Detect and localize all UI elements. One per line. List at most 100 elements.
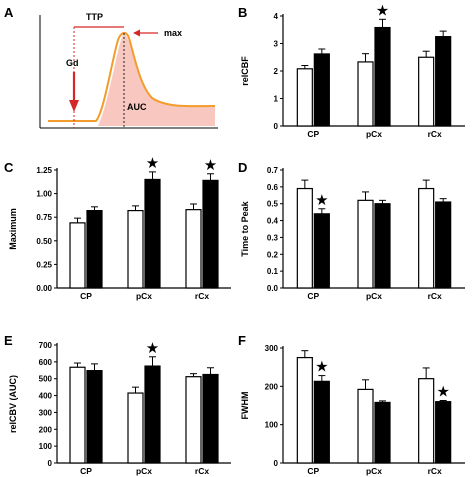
y-tick-label: 1.00: [36, 190, 52, 199]
panel-c-maximum-chart: 0.00 0.25 0.50 0.75 1.00 1.25 Maximum CP ★ pCx ★ rC…: [8, 154, 231, 301]
y-tick-label: 0.00: [36, 284, 52, 293]
y-tick-label: 300: [265, 344, 279, 353]
bar-open: [296, 68, 313, 127]
category-label: pCx: [366, 129, 382, 139]
auc-label: AUC: [127, 102, 147, 112]
panel-letter-a: A: [4, 5, 14, 20]
panel-letter-e: E: [4, 333, 13, 348]
bar-open: [69, 222, 86, 289]
y-tick-label: 0: [274, 459, 279, 468]
bar-open: [185, 376, 202, 464]
category-label: pCx: [136, 466, 152, 476]
category-label: rCx: [195, 291, 209, 301]
panel-f-fwhm-chart: 0 100 200 300 FWHM ★ CP pCx ★ rCx: [240, 344, 465, 476]
significance-star: ★: [436, 383, 449, 401]
y-tick-label: 0.7: [267, 166, 279, 175]
y-tick-label: 0.6: [267, 183, 279, 192]
panel-letter-c: C: [4, 160, 14, 175]
bar-filled: [435, 401, 452, 464]
significance-star: ★: [315, 358, 328, 376]
bar-open: [418, 378, 435, 464]
y-tick-label: 0.5: [267, 200, 279, 209]
category-label: pCx: [136, 291, 152, 301]
panel-letter-d: D: [238, 160, 247, 175]
y-tick-label: 400: [39, 392, 53, 401]
panel-a-curve-schematic: TTP max Gd AUC: [39, 12, 218, 129]
y-tick-label: 200: [39, 425, 53, 434]
significance-star: ★: [315, 191, 328, 209]
panel-e-relcbv-chart: 0 100 200 300 400 500 600 700 relCBV (AUC) CP ★ pCx…: [8, 339, 231, 476]
significance-star: ★: [146, 339, 159, 357]
y-tick-label: 0.1: [267, 267, 279, 276]
category-label: pCx: [366, 466, 382, 476]
category-label: CP: [80, 291, 92, 301]
category-label: rCx: [428, 129, 442, 139]
gd-label: Gd: [66, 58, 79, 68]
panel-d-time-to-peak-chart: 0.0 0.1 0.2 0.3 0.4 0.5 0.6 0.7 Time to Peak ★ CP p…: [240, 166, 465, 301]
y-tick-label: 0.3: [267, 233, 279, 242]
category-label: CP: [307, 291, 319, 301]
y-tick-label: 0.25: [36, 260, 52, 269]
category-label: rCx: [428, 466, 442, 476]
y-axis-label: relCBF: [240, 56, 250, 86]
y-axis-label: Time to Peak: [240, 200, 250, 256]
category-label: CP: [307, 129, 319, 139]
bar-filled: [374, 401, 391, 464]
bar-filled: [86, 209, 103, 289]
y-tick-label: 100: [39, 442, 53, 451]
significance-star: ★: [146, 154, 159, 172]
y-tick-label: 0.50: [36, 237, 52, 246]
y-tick-label: 0.0: [267, 284, 279, 293]
y-tick-label: 1: [274, 95, 279, 104]
bar-filled: [144, 365, 161, 464]
bar-open: [357, 388, 374, 464]
y-axis-label: FWHM: [240, 392, 250, 420]
panel-b-relcbf-chart: 0 1 2 3 4 relCBF CP ★ pCx rCx: [240, 1, 465, 139]
bar-filled: [374, 203, 391, 289]
bar-filled: [144, 178, 161, 289]
y-tick-label: 4: [274, 12, 279, 21]
y-tick-label: 500: [39, 375, 53, 384]
category-label: CP: [307, 466, 319, 476]
bar-filled: [202, 373, 219, 464]
y-tick-label: 2: [274, 67, 279, 76]
category-label: rCx: [195, 466, 209, 476]
bar-filled: [313, 380, 330, 464]
y-tick-label: 600: [39, 358, 53, 367]
bar-filled: [86, 370, 103, 464]
y-axis-label: Maximum: [8, 208, 18, 250]
bar-open: [296, 187, 313, 289]
max-arrow-head: [133, 29, 140, 37]
bar-filled: [313, 53, 330, 127]
max-label: max: [164, 28, 182, 38]
bar-filled: [435, 36, 452, 127]
y-tick-label: 0: [274, 122, 279, 131]
gd-arrow-head: [69, 100, 79, 112]
y-tick-label: 3: [274, 40, 279, 49]
bar-open: [127, 392, 144, 464]
bar-open: [127, 209, 144, 289]
bar-open: [418, 56, 435, 127]
bar-open: [357, 61, 374, 127]
y-tick-label: 100: [265, 421, 279, 430]
bar-open: [357, 199, 374, 289]
y-axis-label: relCBV (AUC): [8, 375, 18, 433]
bar-filled: [313, 213, 330, 289]
significance-star: ★: [204, 156, 217, 174]
y-tick-label: 0: [48, 459, 53, 468]
y-tick-label: 0.2: [267, 250, 279, 259]
panel-letter-f: F: [238, 333, 246, 348]
y-tick-label: 700: [39, 341, 53, 350]
bar-open: [185, 209, 202, 289]
significance-star: ★: [376, 1, 389, 19]
panel-letter-b: B: [238, 5, 247, 20]
category-label: pCx: [366, 291, 382, 301]
bar-open: [69, 366, 86, 464]
bar-open: [418, 187, 435, 289]
y-tick-label: 0.75: [36, 213, 52, 222]
y-tick-label: 0.4: [267, 217, 279, 226]
auc-area: [98, 33, 215, 126]
bar-filled: [202, 179, 219, 289]
category-label: CP: [80, 466, 92, 476]
